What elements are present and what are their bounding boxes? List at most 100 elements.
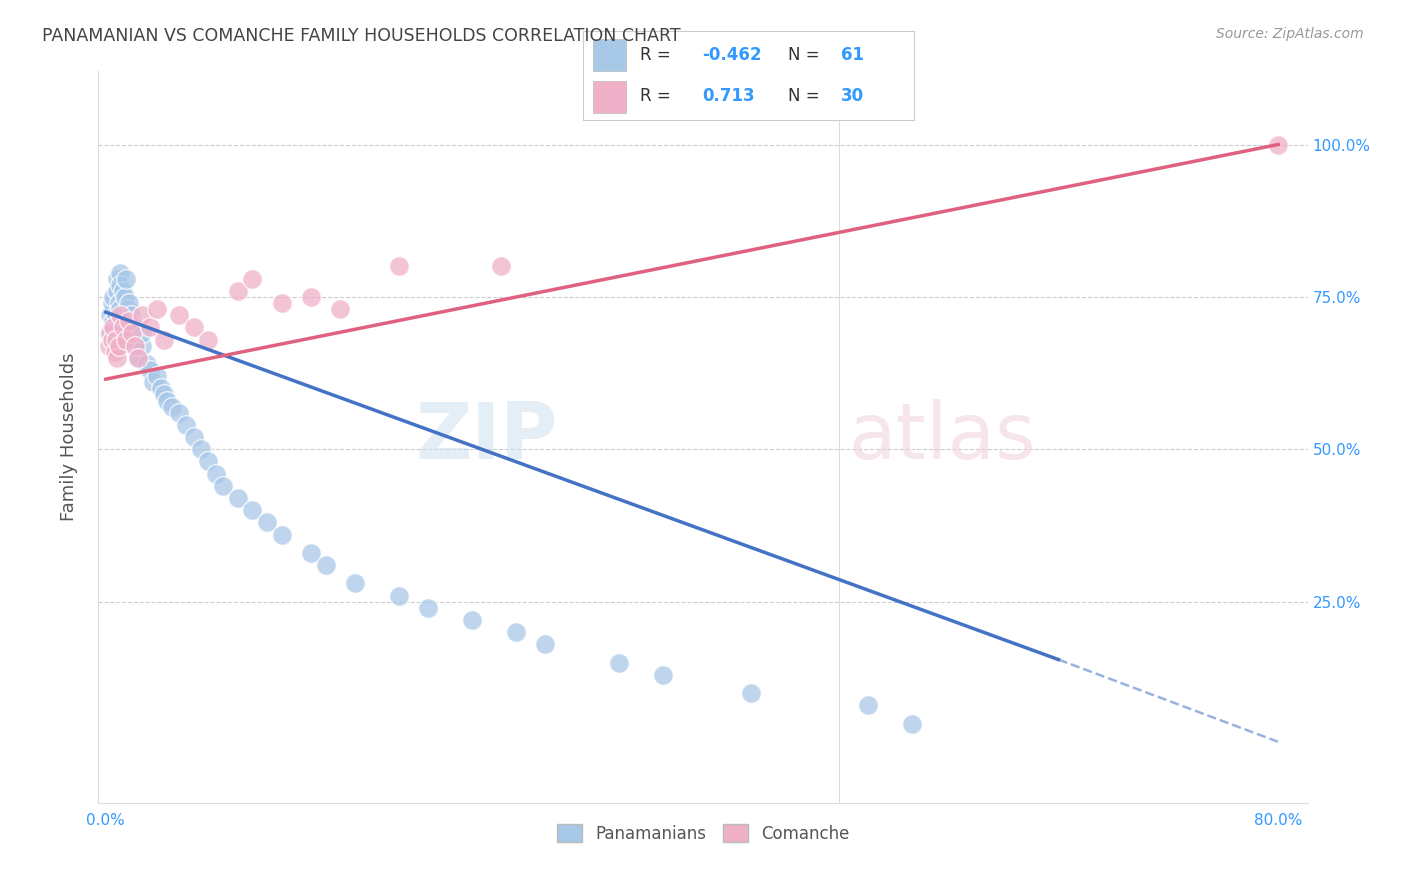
Point — [150, 381, 173, 395]
Text: Source: ZipAtlas.com: Source: ZipAtlas.com — [1216, 27, 1364, 41]
Point — [118, 314, 141, 328]
Point — [124, 338, 146, 352]
Point — [98, 308, 121, 322]
Point — [167, 308, 190, 322]
Bar — [593, 81, 627, 113]
Y-axis label: Family Households: Family Households — [59, 353, 77, 521]
Point — [105, 333, 128, 347]
Point — [142, 376, 165, 390]
Point — [107, 284, 129, 298]
Point — [127, 351, 149, 365]
Point — [740, 686, 762, 700]
Point — [131, 308, 153, 322]
Point — [101, 290, 124, 304]
Point — [212, 479, 235, 493]
Point — [240, 271, 263, 285]
Point — [100, 333, 122, 347]
Point — [270, 296, 292, 310]
Point — [115, 271, 138, 285]
Text: N =: N = — [789, 46, 820, 64]
Point — [110, 277, 132, 292]
Point — [183, 430, 205, 444]
Text: atlas: atlas — [848, 399, 1036, 475]
Text: 61: 61 — [841, 46, 865, 64]
Point — [491, 260, 513, 274]
Point — [418, 600, 440, 615]
Point — [1267, 137, 1289, 152]
Point — [110, 302, 132, 317]
Text: R =: R = — [640, 87, 671, 105]
Point — [299, 546, 322, 560]
Point — [256, 516, 278, 530]
Point — [607, 656, 630, 670]
Point — [115, 333, 138, 347]
Text: PANAMANIAN VS COMANCHE FAMILY HOUSEHOLDS CORRELATION CHART: PANAMANIAN VS COMANCHE FAMILY HOUSEHOLDS… — [42, 27, 681, 45]
Point — [156, 393, 179, 408]
Bar — [593, 39, 627, 71]
Point — [146, 302, 169, 317]
Point — [315, 558, 337, 573]
Legend: Panamanians, Comanche: Panamanians, Comanche — [550, 818, 856, 849]
Text: 30: 30 — [841, 87, 865, 105]
Text: R =: R = — [640, 46, 671, 64]
Point — [107, 271, 129, 285]
Point — [651, 667, 673, 681]
Point — [131, 338, 153, 352]
Point — [101, 314, 124, 328]
Point — [388, 260, 411, 274]
Point — [112, 308, 135, 322]
Point — [121, 333, 143, 347]
Point — [97, 326, 120, 341]
Point — [204, 467, 226, 481]
Point — [101, 320, 124, 334]
Point — [107, 351, 129, 365]
Point — [121, 326, 143, 341]
Point — [100, 296, 122, 310]
Point — [124, 320, 146, 334]
Point — [105, 333, 128, 347]
Text: N =: N = — [789, 87, 820, 105]
Point — [343, 576, 366, 591]
Point — [124, 338, 146, 352]
Point — [120, 308, 142, 322]
Point — [856, 698, 879, 713]
Point — [114, 290, 136, 304]
Point — [110, 308, 132, 322]
Point — [299, 290, 322, 304]
Point — [505, 625, 527, 640]
Point — [176, 417, 198, 432]
Point — [138, 363, 160, 377]
Point — [117, 314, 139, 328]
Point — [118, 296, 141, 310]
Point — [127, 351, 149, 365]
Point — [270, 527, 292, 541]
Point — [534, 637, 557, 651]
Point — [226, 284, 249, 298]
Point — [197, 454, 219, 468]
Point — [240, 503, 263, 517]
Point — [329, 302, 352, 317]
Point — [112, 320, 135, 334]
Point — [117, 302, 139, 317]
Point — [190, 442, 212, 457]
Point — [131, 326, 153, 341]
Point — [160, 400, 183, 414]
Point — [103, 344, 125, 359]
Point — [108, 338, 131, 352]
Point — [146, 369, 169, 384]
Text: -0.462: -0.462 — [703, 46, 762, 64]
Point — [167, 406, 190, 420]
Point — [153, 387, 176, 401]
Text: ZIP: ZIP — [416, 399, 558, 475]
Point — [183, 320, 205, 334]
Point — [901, 716, 924, 731]
Point — [103, 320, 125, 334]
Point — [108, 296, 131, 310]
Point — [226, 491, 249, 505]
Point — [98, 326, 121, 341]
Point — [135, 357, 157, 371]
Point — [138, 320, 160, 334]
Point — [112, 284, 135, 298]
Point — [461, 613, 484, 627]
Point — [105, 308, 128, 322]
